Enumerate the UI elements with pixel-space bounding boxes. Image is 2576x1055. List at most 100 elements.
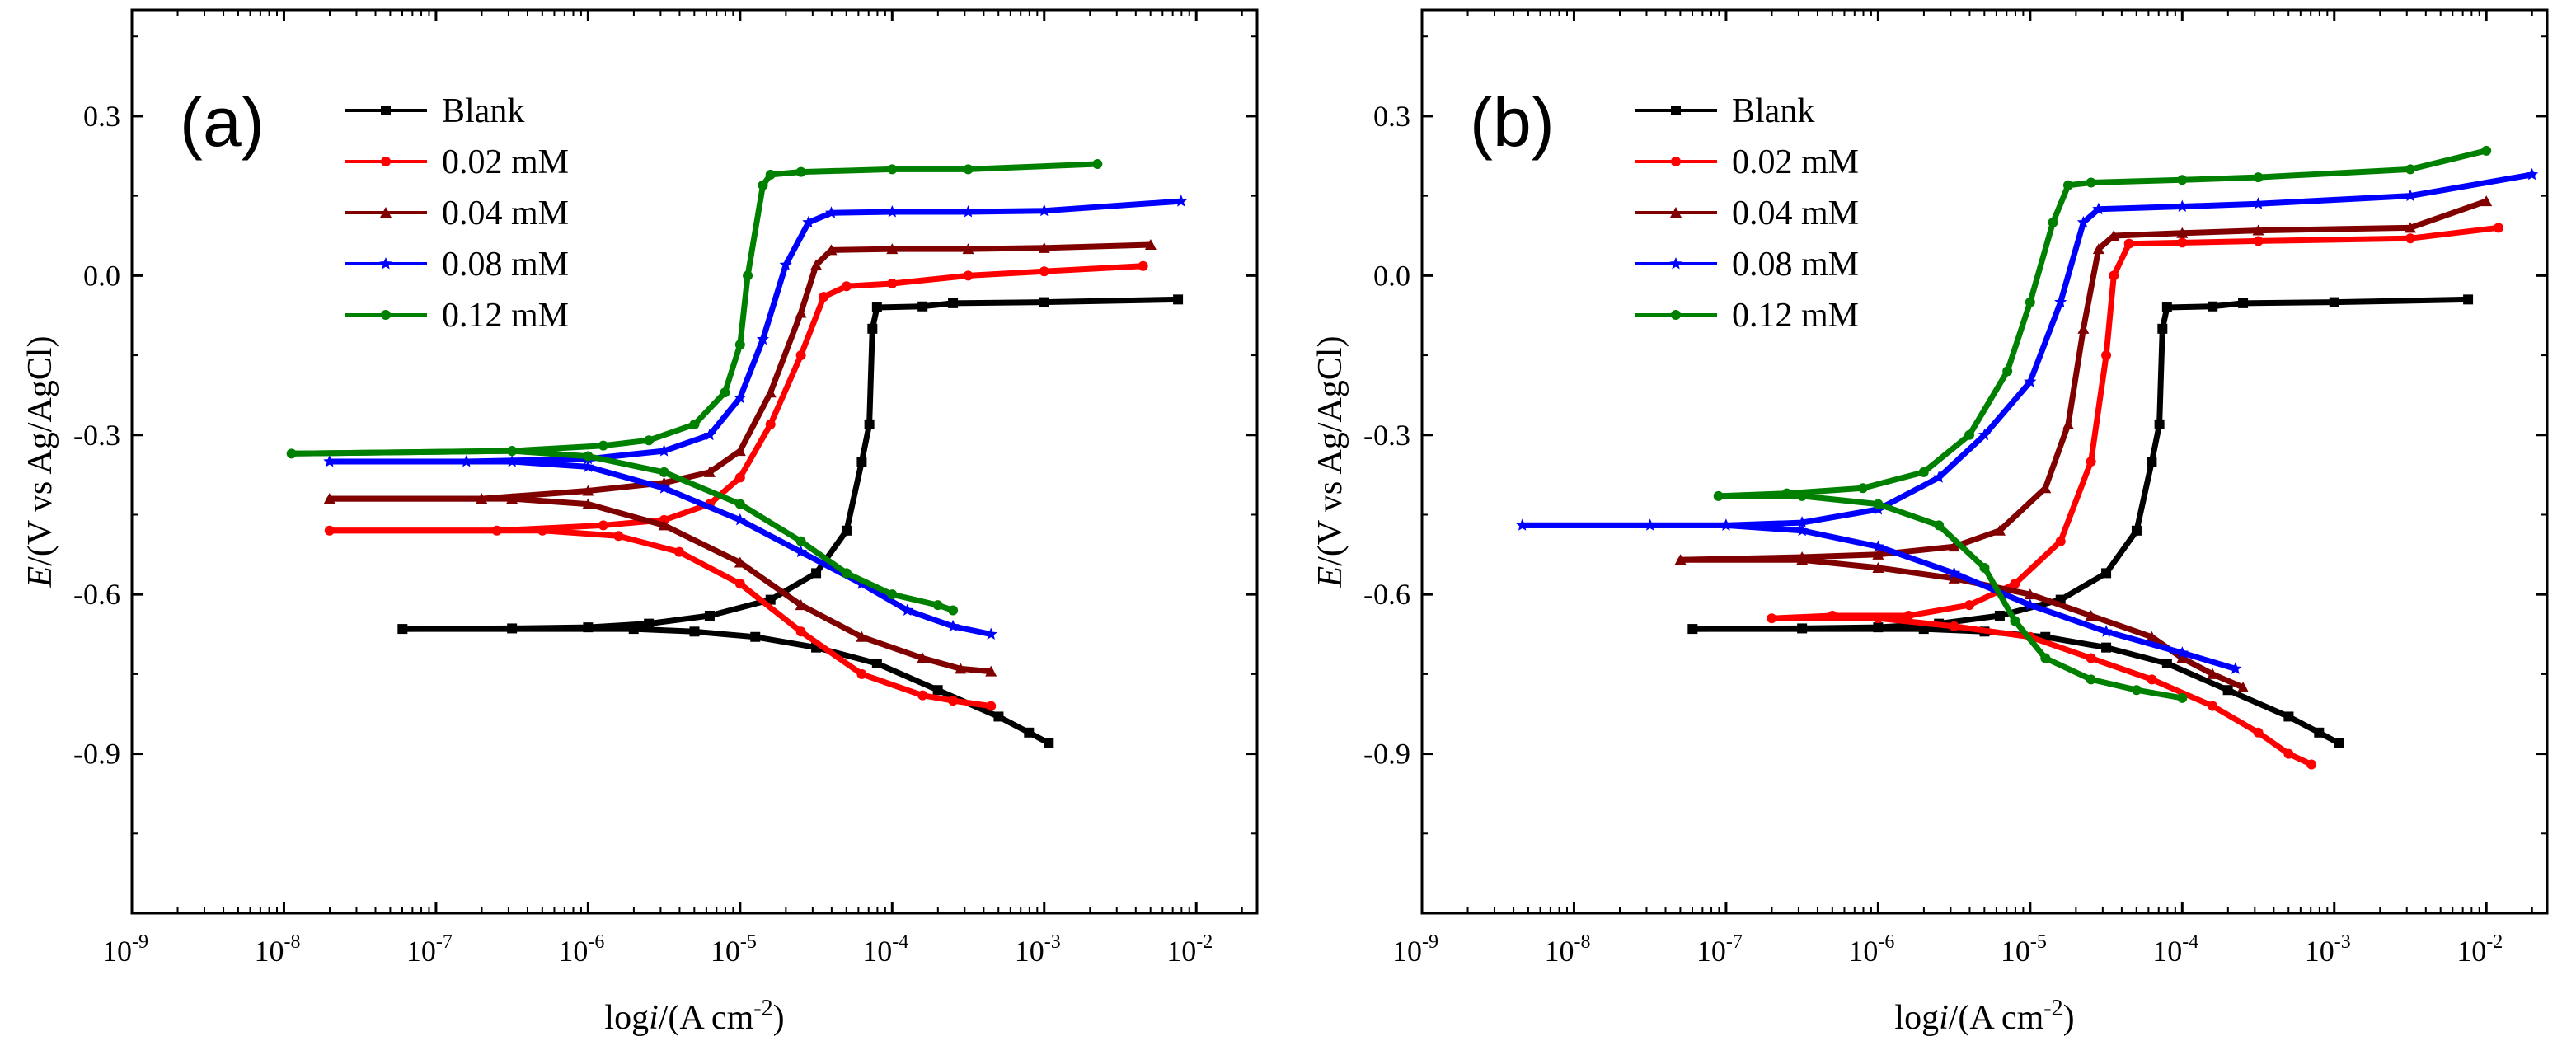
series-line-cathodic: [1768, 615, 2315, 767]
x-axis-title: logi/(A cm-2): [1894, 996, 2074, 1037]
data-point: [1871, 540, 1884, 552]
data-point: [856, 631, 868, 642]
x-tick-label: 10-8: [254, 931, 300, 968]
data-point: [2010, 579, 2020, 589]
data-point: [2334, 738, 2344, 748]
series-line-anodic: [1689, 296, 2471, 632]
data-point: [810, 259, 823, 270]
data-point: [917, 301, 928, 312]
data-point: [397, 624, 408, 635]
data-point: [2010, 616, 2020, 626]
y-axis-title: E/(V vs Ag/AgCl): [1311, 336, 1349, 588]
data-point: [885, 205, 899, 218]
data-point: [795, 307, 807, 318]
data-point: [1796, 554, 1809, 565]
x-tick-label: 10-9: [102, 931, 148, 968]
data-point: [1872, 548, 1884, 560]
data-point: [1948, 541, 1960, 552]
data-point: [2329, 297, 2339, 307]
data-point: [1994, 610, 2005, 621]
data-point: [948, 298, 959, 308]
data-point: [506, 493, 518, 504]
data-point: [1949, 621, 1959, 631]
data-point: [2253, 727, 2264, 738]
data-point: [1873, 613, 1884, 624]
data-point: [1767, 613, 1777, 624]
y-tick-label: -0.9: [1363, 738, 1410, 771]
data-point: [871, 302, 882, 313]
data-point: [598, 520, 608, 531]
data-point: [2077, 322, 2090, 334]
data-point: [1044, 738, 1054, 748]
legend-label: 0.04 mM: [1732, 195, 1859, 232]
data-point: [2229, 662, 2242, 674]
data-point: [2147, 457, 2157, 467]
data-point: [2177, 237, 2188, 248]
data-point: [841, 568, 852, 579]
data-point: [734, 513, 747, 526]
data-point: [811, 568, 822, 579]
data-point: [2238, 298, 2249, 308]
data-point: [734, 340, 745, 350]
data-point: [961, 205, 975, 218]
data-point: [2123, 238, 2134, 249]
legend-marker: [1671, 310, 1681, 320]
data-point: [1038, 204, 1051, 217]
data-point: [2176, 652, 2189, 663]
data-point: [1934, 520, 1945, 531]
series-line-cathodic: [326, 495, 994, 675]
data-point: [2405, 164, 2415, 175]
data-point: [2062, 418, 2074, 429]
data-point: [2024, 375, 2037, 387]
series-002-mm: [1767, 223, 2503, 770]
data-point: [1918, 624, 1929, 635]
data-point: [2101, 350, 2112, 361]
data-point: [734, 472, 745, 483]
legend-label: 0.08 mM: [1732, 246, 1859, 284]
series-004-mm: [323, 238, 1157, 677]
data-point: [505, 455, 518, 467]
data-point: [644, 618, 655, 629]
series-line-anodic: [1715, 148, 2489, 499]
data-point: [2154, 419, 2165, 429]
data-point: [734, 499, 745, 509]
x-tick-label: 10-7: [406, 931, 453, 968]
series-002-mm: [324, 260, 1148, 711]
data-point: [659, 467, 669, 477]
data-point: [1857, 483, 1868, 494]
data-point: [1516, 518, 1529, 531]
series-line-cathodic: [326, 458, 994, 637]
data-point: [867, 323, 878, 334]
legend-label: 0.12 mM: [442, 297, 569, 335]
series-008-mm: [323, 195, 1188, 640]
data-point: [985, 665, 997, 677]
data-point: [932, 600, 943, 611]
data-point: [795, 545, 808, 558]
data-point: [887, 164, 898, 175]
y-tick-label: -0.3: [1363, 419, 1410, 452]
data-point: [2253, 172, 2264, 183]
series-line-anodic: [326, 263, 1147, 534]
data-point: [2108, 230, 2120, 241]
plot-frame: [1420, 8, 2549, 915]
data-point: [2161, 658, 2172, 668]
series-line-anodic: [399, 296, 1181, 632]
data-point: [2040, 653, 2051, 663]
data-point: [841, 281, 852, 292]
series-line-anodic: [1519, 171, 2536, 528]
series-line-cathodic: [289, 448, 956, 613]
data-point: [734, 556, 746, 568]
data-point: [674, 546, 685, 557]
data-point: [2208, 701, 2218, 711]
y-tick-label: -0.6: [73, 578, 120, 611]
legend-marker: [381, 310, 391, 320]
data-point: [2493, 223, 2503, 233]
data-point: [1979, 562, 1990, 573]
data-point: [2175, 646, 2189, 659]
data-point: [2463, 294, 2474, 305]
data-point: [795, 166, 806, 177]
data-point: [2207, 668, 2219, 679]
legend-marker: [1670, 207, 1682, 218]
legend-label: 0.04 mM: [442, 195, 569, 232]
data-point: [2237, 682, 2250, 692]
